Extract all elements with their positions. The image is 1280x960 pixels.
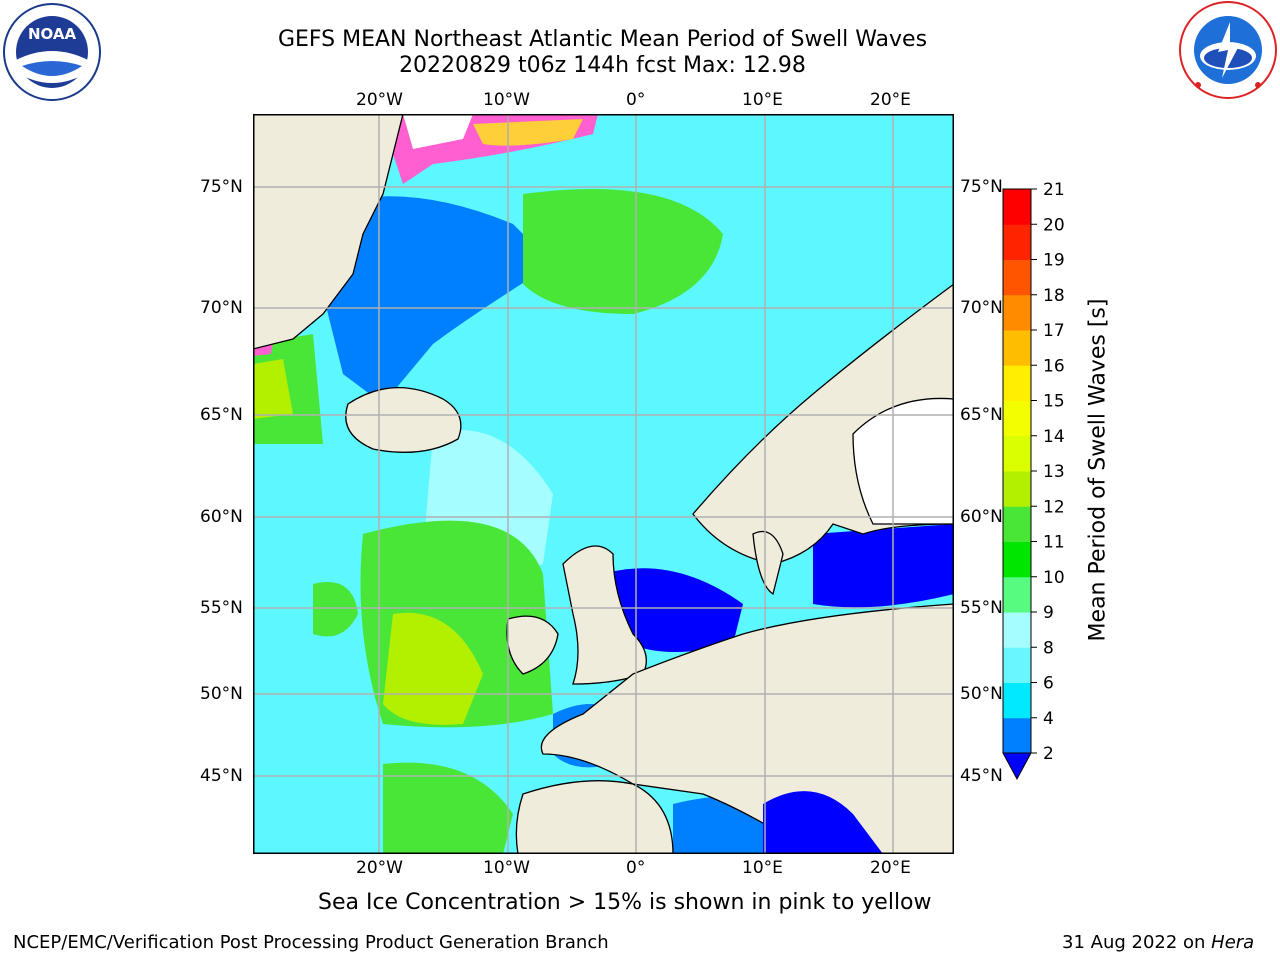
swell-patch-green [523,189,723,314]
lon-label-top-10e: 10°E [742,90,783,110]
lat-label-right-45n: 45°N [960,766,1003,786]
colorbar-extend-triangle [1002,752,1032,781]
swell-patch-yellowgreen [383,612,483,725]
colorbar-bin [1003,541,1031,578]
iceland-land [345,386,462,453]
sea-ice-white [403,114,473,149]
colorbar-bin [1003,647,1031,683]
lat-label-right-75n: 75°N [960,177,1003,197]
footer-branch: NCEP/EMC/Verification Post Processing Pr… [13,932,609,953]
footer-machine: Hera [1211,932,1255,953]
map-border [253,114,954,854]
colorbar-tick-label: 12 [1043,497,1065,517]
colorbar-bin [1003,365,1031,401]
lat-label-left-75n: 75°N [200,177,243,197]
lat-label-left-55n: 55°N [200,598,243,618]
colorbar-tick-label: 16 [1043,356,1065,376]
colorbar-tick-label: 17 [1043,321,1065,341]
swell-patch-green-5 [313,582,358,637]
graticule [253,114,954,854]
colorbar-tick-label: 21 [1043,180,1065,200]
lat-label-right-60n: 60°N [960,507,1003,527]
colorbar-bin [1003,717,1031,754]
noaa-logo-text: NOAA [28,25,77,43]
swell-patch-deepblue [603,568,743,652]
lon-label-top-0: 0° [626,90,646,110]
colorbar-tick-label: 13 [1043,462,1065,482]
lat-label-left-45n: 45°N [200,766,243,786]
footer-date-text: 31 Aug 2022 on [1062,932,1212,953]
colorbar: 2 4 6 8 9 10 11 12 13 14 15 16 17 18 19 20 21 [1002,180,1065,781]
iberia-land [515,780,674,854]
colorbar-bin [1003,435,1031,472]
lon-label-bottom-0: 0° [626,858,646,878]
lon-label-top-10w: 10°W [483,90,530,110]
gulf-of-bothnia-land [852,397,954,525]
colorbar-bin [1003,576,1031,613]
colorbar-tick-label: 18 [1043,286,1065,306]
swell-patch-green-3 [383,762,513,854]
lat-label-left-60n: 60°N [200,507,243,527]
chart-subtitle: 20220829 t06z 144h fcst Max: 12.98 [399,53,806,78]
sea-ice-caption: Sea Ice Concentration > 15% is shown in … [318,890,932,915]
colorbar-bin [1003,471,1031,507]
adriatic-sea [763,791,883,854]
swell-patch-yellowgreen-2 [253,359,293,419]
colorbar-bin [1003,400,1031,437]
colorbar-bin [1003,224,1031,260]
colorbar-bin [1003,612,1031,648]
map-panel [253,114,954,854]
colorbar-tick-label: 4 [1043,709,1054,729]
nws-logo-icon [1179,1,1277,99]
lon-label-bottom-10e: 10°E [742,858,783,878]
swell-patch-blue [303,196,553,404]
colorbar-tick-label: 10 [1043,568,1065,588]
colorbar-bin [1003,506,1031,542]
colorbar-tick-label: 6 [1043,674,1054,694]
lat-label-right-55n: 55°N [960,598,1003,618]
lon-label-bottom-20w: 20°W [356,858,403,878]
colorbar-tick-label: 20 [1043,215,1065,235]
lat-label-left-65n: 65°N [200,405,243,425]
great-britain-land [562,545,647,685]
ireland-land [506,615,559,675]
noaa-logo-icon: NOAA [3,3,101,101]
lat-label-right-50n: 50°N [960,684,1003,704]
lat-label-left-70n: 70°N [200,298,243,318]
map-svg [253,114,954,854]
lon-label-top-20w: 20°W [356,90,403,110]
colorbar-bin [1003,294,1031,331]
lon-label-top-20e: 20°E [870,90,911,110]
lat-label-right-70n: 70°N [960,298,1003,318]
colorbar-bin [1003,330,1031,366]
footer-date: 31 Aug 2022 on Hera [1062,932,1254,953]
swell-patch-baltic [813,524,954,608]
colorbar-label: Mean Period of Swell Waves [s] [1085,298,1111,642]
lat-label-right-65n: 65°N [960,405,1003,425]
colorbar-tick-label: 11 [1043,533,1065,553]
lon-label-bottom-20e: 20°E [870,858,911,878]
chart-title: GEFS MEAN Northeast Atlantic Mean Period… [277,27,928,52]
colorbar-bin [1003,682,1031,719]
colorbar-tick-label: 9 [1043,603,1054,623]
greenland-land [253,114,404,350]
colorbar-tick-label: 8 [1043,638,1054,658]
sea-ice-yellow [473,119,583,146]
colorbar-tick-label: 19 [1043,251,1065,271]
colorbar-tick-label: 15 [1043,392,1065,412]
colorbar-bin [1003,189,1031,225]
colorbar-tick-label: 14 [1043,427,1065,447]
colorbar-bin [1003,259,1031,296]
lon-label-bottom-10w: 10°W [483,858,530,878]
colorbar-tick-label: 2 [1043,744,1054,764]
lat-label-left-50n: 50°N [200,684,243,704]
